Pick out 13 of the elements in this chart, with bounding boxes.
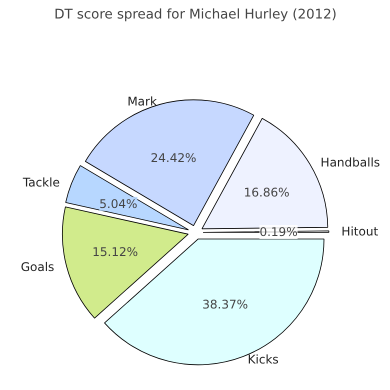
- data-label: 24.42%: [150, 150, 196, 165]
- data-label: 38.37%: [202, 298, 248, 312]
- data-label: 0.19%: [259, 224, 298, 239]
- slice-label: Kicks: [248, 352, 279, 366]
- chart-title: DT score spread for Michael Hurley (2012): [54, 8, 337, 22]
- slice-label: Goals: [20, 260, 54, 274]
- slice-label: Tackle: [22, 175, 60, 190]
- data-label: 16.86%: [244, 186, 290, 200]
- slice-label: Hitout: [341, 224, 378, 239]
- slice-label: Handballs: [320, 155, 380, 170]
- data-label: 15.12%: [92, 244, 138, 259]
- slice-label: Mark: [127, 94, 157, 108]
- data-label: 5.04%: [99, 196, 138, 211]
